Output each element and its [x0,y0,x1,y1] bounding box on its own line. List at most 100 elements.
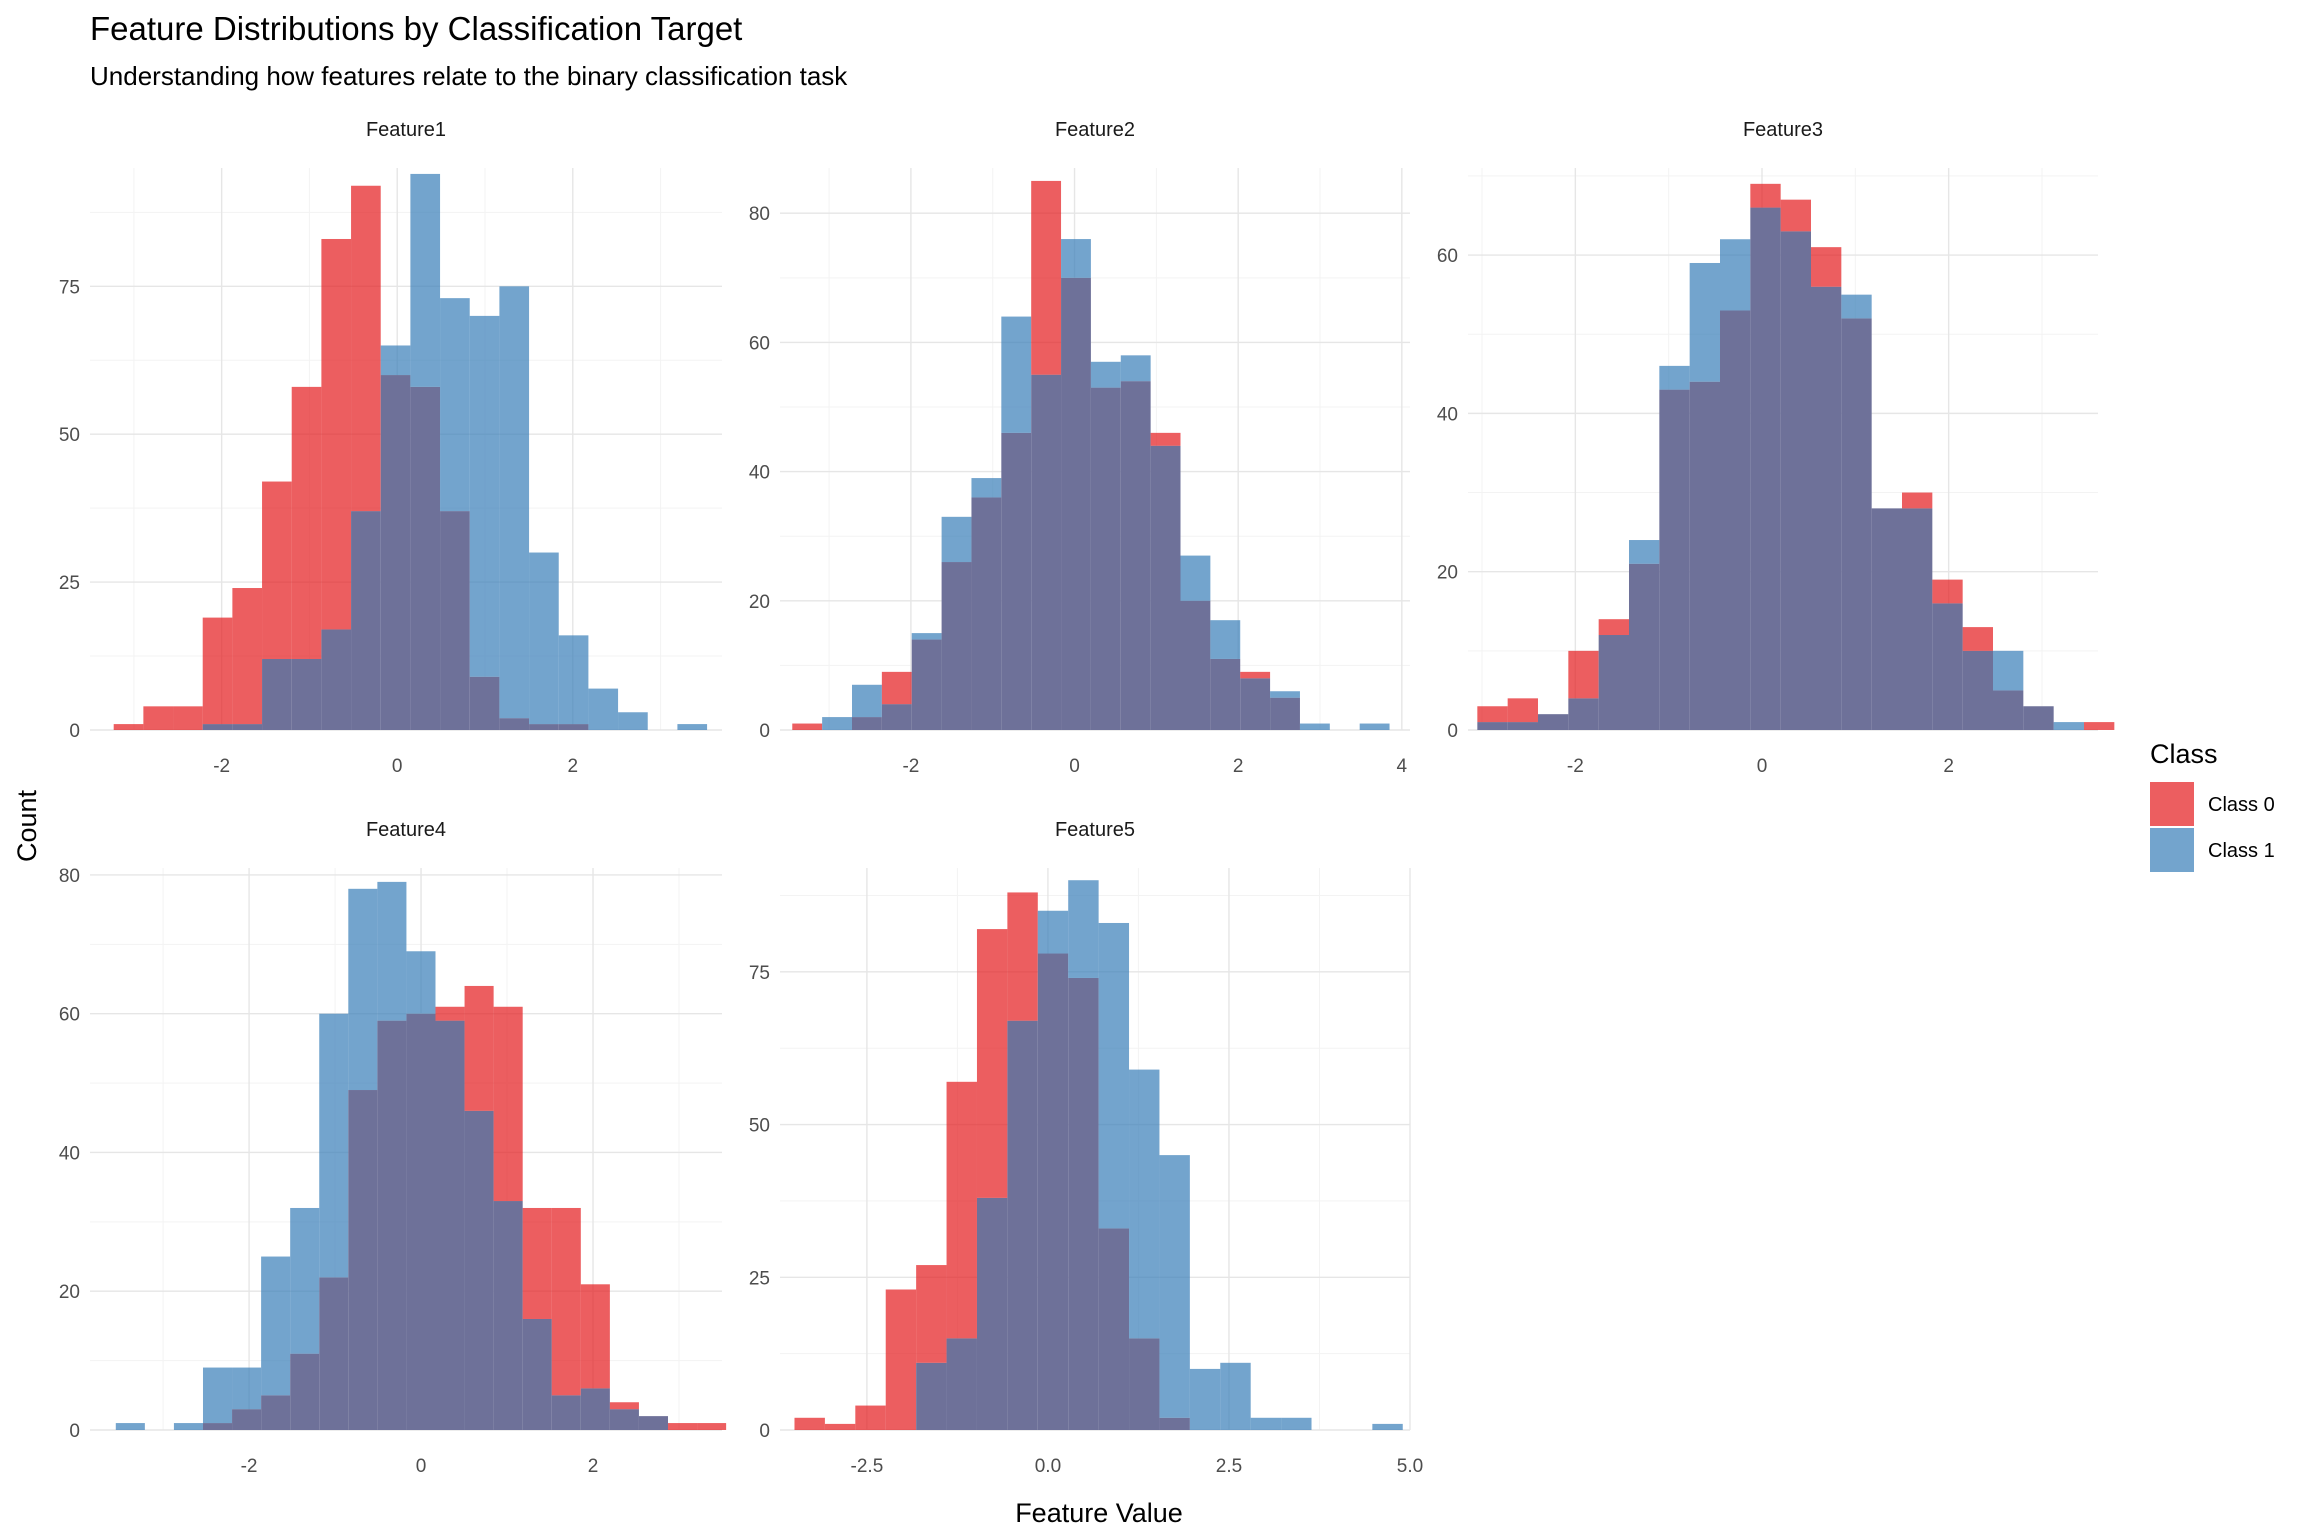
histogram-bar-class-1 [1841,294,1872,319]
histogram-bar-overlap [1780,231,1811,730]
panel-title: Feature4 [366,819,446,841]
histogram-bar-class-0 [464,985,494,1111]
histogram-bar-class-1 [261,1256,291,1396]
histogram-bar-class-1 [377,881,407,1021]
histogram-bar-overlap [1150,445,1181,730]
histogram-bar-class-0 [1932,579,1963,604]
y-tick-label: 60 [1437,246,1458,267]
histogram-bar-overlap [1962,650,1993,730]
y-tick-label: 50 [749,1116,770,1137]
histogram-bar-class-1 [1159,1155,1190,1418]
histogram-bar-class-0 [885,1289,917,1430]
histogram-bar-class-1 [1210,620,1241,659]
histogram-bar-class-0 [1240,671,1271,679]
y-tick-label: 25 [749,1268,770,1289]
histogram-bar-overlap [261,1395,291,1430]
y-tick-label: 25 [59,573,80,594]
histogram-bar-overlap [609,1409,639,1430]
histogram-bar-overlap [348,1090,378,1430]
histogram-bar-class-1 [1299,723,1330,730]
histogram-bar-class-1 [348,888,378,1091]
histogram-bar-class-1 [499,286,530,719]
histogram-bar-class-1 [1098,922,1130,1229]
histogram-bar-overlap [522,1318,552,1430]
histogram-bar-overlap [1061,277,1091,730]
histogram-bar-class-1 [1659,365,1690,390]
histogram-bar-overlap [1538,714,1569,730]
histogram-bar-overlap [852,717,882,730]
legend-swatch-class-0 [2150,782,2194,826]
histogram-bar-class-0 [232,588,263,725]
panel-feature1: Feature1 0 25 50 75 -2 0 2 [59,119,722,777]
y-tick-label: 40 [1437,404,1458,425]
histogram-bar-overlap [232,724,263,730]
histogram-bar-class-1 [319,1013,349,1278]
histogram-bar-class-0 [1780,199,1811,232]
histogram-bar-class-0 [1750,183,1781,208]
histogram-bar-class-0 [697,1423,727,1430]
histogram-bar-class-1 [1180,555,1211,601]
histogram-bar-class-0 [522,1207,552,1319]
histogram-bar-class-0 [855,1405,886,1430]
legend-label-class-1: Class 1 [2208,840,2275,862]
histogram-bar-overlap [1120,381,1151,730]
x-tick-label: 2 [588,1456,599,1477]
panel-title: Feature5 [1055,819,1135,841]
histogram-bar-class-1 [406,951,436,1014]
histogram-bar-class-1 [1037,910,1069,954]
histogram-bar-overlap [1902,508,1933,730]
histogram-bar-overlap [202,724,233,730]
histogram-bar-overlap [351,511,381,730]
legend-swatch-class-1 [2150,828,2194,872]
panel-feature3: Feature3 0 20 40 60 -2 0 2 [1437,119,2115,777]
histogram-bar-overlap [406,1013,436,1430]
histogram-bar-class-0 [580,1284,610,1389]
y-tick-label: 75 [59,277,80,298]
histogram-bar-overlap [1629,563,1660,730]
histogram-bar-overlap [464,1110,494,1430]
histogram-bar-overlap [1098,1228,1130,1430]
histogram-bar-class-1 [618,712,648,730]
y-tick-label: 20 [749,592,770,613]
histogram-bar-class-0 [173,706,203,730]
histogram-bar-class-0 [1507,698,1538,723]
histogram-bar-overlap [1507,722,1538,730]
histogram-bar-class-1 [440,298,470,512]
y-tick-label: 80 [749,204,770,225]
histogram-bar-class-0 [1031,180,1062,375]
y-axis-title: Count [12,789,42,862]
y-tick-label: 0 [759,1421,770,1442]
histogram-bar-overlap [377,1020,407,1430]
histogram-bar-class-0 [916,1265,947,1363]
histogram-bar-class-1 [1281,1417,1312,1430]
x-tick-label: -2 [902,756,919,777]
histogram-bar-class-0 [143,706,174,730]
histogram-bar-class-1 [852,684,882,718]
y-tick-label: 0 [759,721,770,742]
y-tick-label: 60 [59,1005,80,1026]
histogram-bar-overlap [2023,706,2054,730]
histogram-bar-class-1 [1129,1069,1160,1339]
histogram-bar-overlap [1871,508,1902,730]
histogram-bar-overlap [580,1388,610,1430]
x-tick-label: -2 [241,1456,258,1477]
histogram-bar-overlap [946,1338,977,1430]
histogram-bar-class-0 [2084,722,2115,730]
histogram-bar-class-0 [321,238,352,630]
histogram-bar-class-1 [529,552,559,725]
histogram-bar-class-0 [1477,706,1508,723]
histogram-bar-class-0 [291,386,322,660]
histogram-bar-class-0 [609,1402,639,1410]
histogram-bar-class-0 [1007,892,1038,1021]
histogram-bar-overlap [1720,310,1751,730]
histogram-bar-class-0 [1811,247,1842,287]
histogram-bar-class-0 [1902,492,1933,509]
histogram-bar-overlap [1240,678,1271,730]
legend-label-class-0: Class 0 [2208,794,2275,816]
x-tick-label: 2.5 [1216,1456,1242,1477]
histogram-bar-overlap [1129,1338,1160,1430]
histogram-bar-class-1 [558,635,589,725]
histogram-bar-class-1 [1270,691,1300,698]
histogram-bar-overlap [380,375,411,730]
histogram-bar-overlap [1811,286,1842,730]
